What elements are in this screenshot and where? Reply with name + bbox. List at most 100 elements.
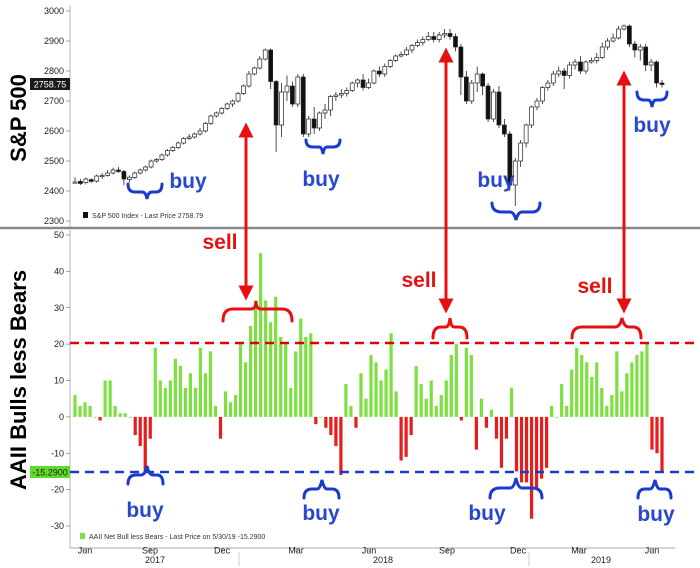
spx-candle	[116, 167, 121, 173]
spx-candle	[322, 104, 328, 119]
aaii-bar	[274, 296, 278, 417]
year-label-2019: 2019	[591, 555, 611, 565]
spx-ylabel: S&P 500	[6, 74, 31, 162]
spx-candle	[371, 69, 377, 85]
spx-candle	[262, 48, 268, 61]
aaii-bar	[640, 351, 644, 417]
spx-candle	[610, 33, 616, 43]
aaii-ytick-label: 50	[54, 230, 64, 240]
aaii-bar	[128, 416, 132, 418]
aaii-bar	[324, 416, 328, 428]
aaii-bar	[504, 416, 509, 439]
aaii-bar	[223, 391, 228, 417]
aaii-bar	[148, 416, 152, 439]
spx-candle	[474, 66, 480, 92]
spx-candle	[257, 56, 263, 70]
aaii-bar	[399, 416, 403, 461]
aaii-bar	[208, 351, 213, 417]
spx-candle	[420, 36, 426, 46]
spx-candle	[148, 159, 154, 169]
spx-ytick-label: 2600	[44, 126, 64, 136]
spx-candle	[143, 165, 149, 172]
spx-candle	[83, 177, 89, 185]
aaii-bar	[555, 416, 559, 418]
aaii-bar	[143, 416, 147, 472]
spx-candle	[300, 74, 306, 137]
spx-candle	[295, 74, 301, 107]
spx-candle	[442, 29, 447, 38]
spx-candle	[561, 68, 567, 89]
x-tick-label: Dec	[510, 546, 527, 556]
aaii-bar	[519, 416, 524, 483]
spx-candle	[306, 116, 312, 137]
x-tick-label: Jun	[78, 546, 93, 556]
aaii-bar	[660, 416, 664, 472]
spx-candle	[192, 132, 197, 139]
aaii-bar	[464, 347, 468, 417]
aaii-bar	[615, 351, 619, 417]
spx-candle	[165, 149, 170, 157]
aaii-last-value-badge: -15.2900	[30, 466, 70, 478]
aaii-bar	[570, 369, 574, 417]
spx-candle	[219, 107, 225, 115]
buy-label-bot-4: buy	[637, 503, 675, 526]
spx-candle	[78, 179, 83, 185]
sell-label-2: sell	[401, 269, 436, 292]
spx-candle	[170, 146, 176, 152]
aaii-bar	[429, 380, 433, 417]
aaii-bar	[108, 380, 112, 417]
spx-candle	[382, 63, 388, 77]
aaii-bar	[550, 405, 554, 417]
aaii-ytick-label: 0	[59, 412, 64, 422]
spx-candle	[154, 158, 159, 163]
aaii-bar	[294, 351, 298, 417]
spx-candle	[648, 59, 654, 71]
aaii-ytick-label: -20	[51, 485, 64, 495]
spx-candle	[627, 24, 632, 47]
buy-brace-top-4	[635, 90, 669, 108]
spx-candle	[621, 24, 627, 31]
spx-candle	[643, 44, 649, 71]
spx-candle	[447, 29, 453, 40]
spx-candle	[518, 140, 524, 167]
spx-ytick-label: 2800	[44, 66, 64, 76]
spx-candle	[632, 41, 638, 58]
aaii-bar	[585, 362, 589, 417]
aaii-bar	[259, 253, 263, 417]
sell-arrows	[238, 47, 632, 314]
sell-label-1: sell	[202, 231, 237, 254]
aaii-bar	[514, 416, 519, 472]
aaii-bar	[228, 402, 233, 417]
aaii-bar	[103, 380, 107, 417]
aaii-bar	[339, 416, 343, 476]
aaii-ytick-label: 10	[54, 376, 64, 386]
x-ticks: Jun Sep Dec Mar Jun Sep Dec Mar Jun	[78, 546, 660, 556]
buy-brace-bot-2	[302, 479, 341, 500]
spx-candle	[529, 105, 534, 128]
aaii-ylabel: AAII Bulls less Bears	[6, 270, 31, 490]
spx-ytick-label: 2500	[44, 156, 64, 166]
spx-candle	[463, 71, 469, 104]
buy-brace-top-3	[490, 201, 542, 221]
aaii-bar	[198, 347, 203, 417]
spx-candle	[360, 74, 366, 91]
aaii-bar	[93, 416, 97, 418]
x-tick-label: Jun	[362, 546, 377, 556]
aaii-bar	[364, 398, 368, 417]
aaii-bar	[524, 416, 529, 483]
buy-label-top-1: buy	[169, 170, 207, 193]
aaii-bar	[98, 416, 102, 421]
aaii-ytick-label: -30	[51, 521, 64, 531]
spx-candle	[393, 54, 399, 62]
aaii-bar	[203, 373, 208, 417]
spx-candle	[502, 119, 507, 137]
buy-label-bot-1: buy	[126, 499, 164, 522]
aaii-bar	[309, 333, 313, 417]
aaii-bar	[414, 365, 418, 417]
spx-candle	[290, 81, 295, 107]
sell-label-3: sell	[577, 275, 612, 298]
x-tick-label: Mar	[571, 546, 587, 556]
spx-candle	[507, 131, 513, 191]
spx-candle	[72, 177, 78, 184]
